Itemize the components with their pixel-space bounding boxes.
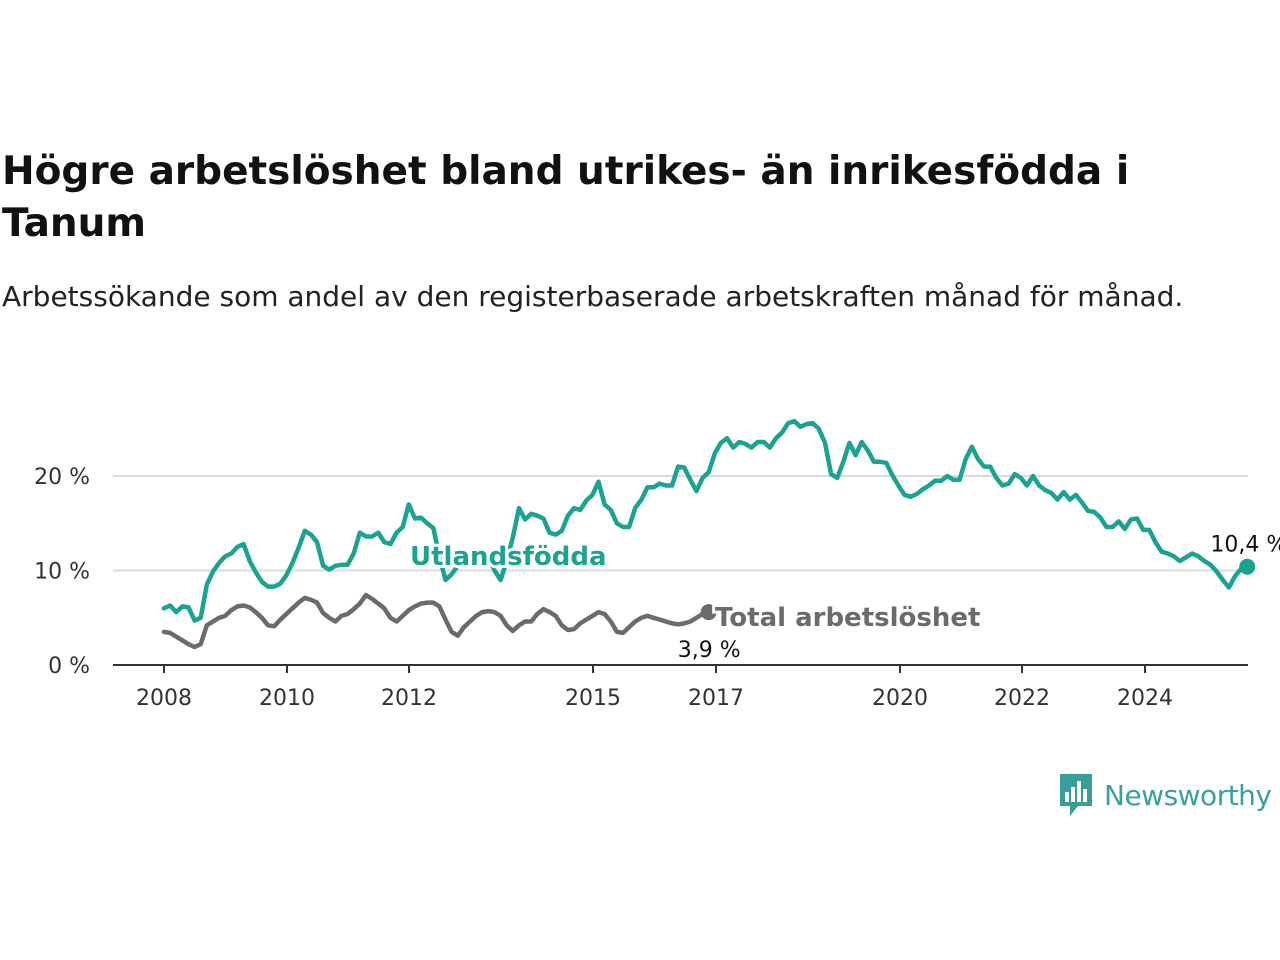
x-tick-label: 2012: [381, 686, 437, 711]
series-end-marker: [700, 604, 717, 621]
series-end-marker: [1239, 558, 1256, 575]
x-tick-label: 2015: [565, 686, 621, 711]
label-layer: Utlandsfödda Total arbetslöshet 10,4 % 3…: [407, 530, 1280, 665]
series-label-total: Total arbetslöshet: [715, 603, 980, 633]
x-tick-label: 2008: [136, 686, 192, 711]
x-tick-label: 2017: [688, 686, 744, 711]
brand-name: Newsworthy: [1104, 778, 1272, 812]
gridlines: [113, 475, 1248, 572]
line-chart: 0 % 10 % 20 % 2008 2010 2012 2015 2017 2020 2022…: [34, 418, 1280, 711]
end-value-total: 3,9 %: [678, 638, 741, 663]
series-layer: [161, 418, 1256, 650]
newsworthy-logo-icon: [1060, 774, 1092, 816]
newsworthy-logo: Newsworthy: [1058, 772, 1272, 818]
x-axis: 2008 2010 2012 2015 2017 2020 2022 2024: [136, 665, 1173, 711]
series-line: [161, 418, 1250, 623]
y-tick-label: 10 %: [34, 560, 90, 585]
series-line: [161, 592, 711, 650]
x-tick-label: 2022: [994, 686, 1050, 711]
series-label-utlandsfodda: Utlandsfödda: [410, 542, 607, 572]
y-tick-label: 0 %: [48, 654, 90, 679]
x-tick-label: 2020: [872, 686, 928, 711]
chart-title: Högre arbetslöshet bland utrikes- än inr…: [2, 149, 1130, 246]
y-axis: 0 % 10 % 20 %: [34, 465, 90, 679]
y-tick-label: 20 %: [34, 465, 90, 490]
x-tick-label: 2010: [259, 686, 315, 711]
chart-subtitle: Arbetssökande som andel av den registerb…: [2, 280, 1184, 313]
end-value-utlandsfodda: 10,4 %: [1210, 533, 1280, 558]
x-tick-label: 2024: [1117, 686, 1173, 711]
